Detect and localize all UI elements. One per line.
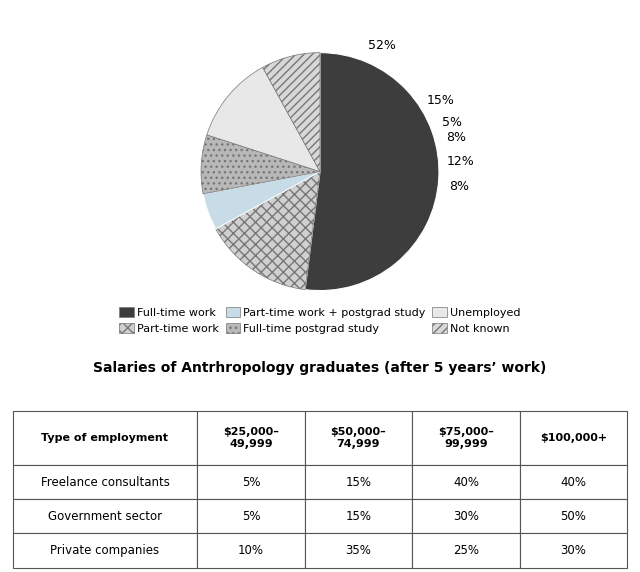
Text: 15%: 15% (427, 94, 455, 107)
Wedge shape (216, 172, 320, 289)
Wedge shape (201, 135, 320, 194)
Wedge shape (262, 53, 320, 172)
Wedge shape (207, 67, 320, 172)
Text: 8%: 8% (450, 180, 470, 193)
Text: 52%: 52% (367, 39, 396, 52)
Wedge shape (305, 53, 439, 291)
Text: Salaries of Antrhropology graduates (after 5 years’ work): Salaries of Antrhropology graduates (aft… (93, 361, 547, 375)
Legend: Full-time work, Part-time work, Part-time work + postgrad study, Full-time postg: Full-time work, Part-time work, Part-tim… (115, 303, 525, 339)
Text: 8%: 8% (446, 131, 466, 144)
Text: 12%: 12% (446, 156, 474, 168)
Text: 5%: 5% (442, 116, 461, 129)
Wedge shape (203, 172, 320, 229)
